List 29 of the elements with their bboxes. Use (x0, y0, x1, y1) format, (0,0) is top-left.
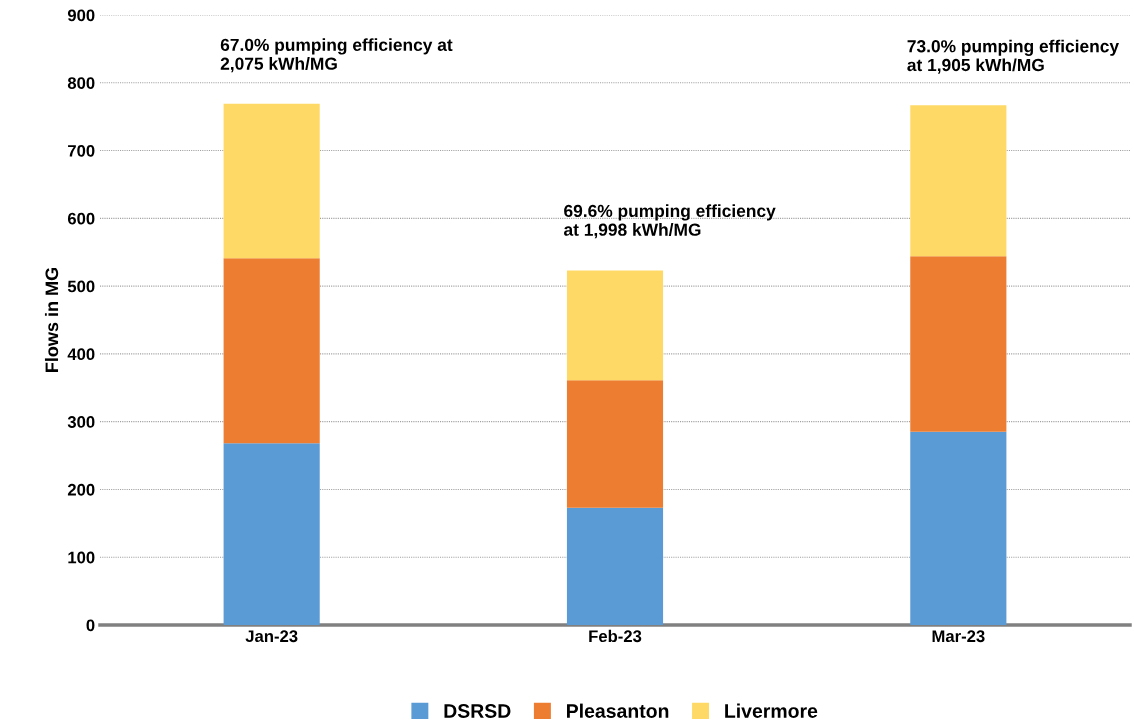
bar (910, 431, 1007, 625)
bar (223, 103, 320, 259)
bar (910, 105, 1007, 257)
y-tick-label: 500 (67, 280, 95, 293)
bar (566, 270, 664, 381)
bar (566, 507, 664, 625)
legend-label: Livermore (725, 703, 818, 718)
y-tick-label: 700 (68, 144, 95, 157)
bar (223, 258, 320, 444)
y-tick-label: 400 (67, 348, 95, 361)
y-axis-title: Flows in MG (44, 267, 59, 372)
y-tick-label: 600 (67, 212, 95, 225)
bar (566, 380, 664, 508)
legend-label: Pleasanton (567, 703, 669, 718)
y-tick-label: 100 (68, 551, 95, 564)
y-tick-label: 200 (67, 483, 95, 496)
annotation: 73.0% pumping efficiency at 1,905 kWh/MG (907, 39, 1119, 74)
bar (910, 256, 1007, 432)
annotation: 67.0% pumping efficiency at 2,075 kWh/MG (220, 38, 453, 73)
y-tick-label: 0 (86, 619, 95, 632)
annotation: 69.6% pumping efficiency at 1,998 kWh/MG (564, 204, 776, 239)
x-tick-label: Mar-23 (932, 630, 985, 643)
legend-label: DSRSD (444, 704, 511, 718)
y-tick-label: 800 (67, 77, 95, 89)
y-tick-label: 300 (67, 416, 95, 428)
x-tick-label: Jan-23 (245, 630, 298, 643)
bar (223, 443, 320, 625)
x-tick-label: Feb-23 (589, 629, 642, 643)
y-tick-label: 900 (67, 9, 95, 22)
